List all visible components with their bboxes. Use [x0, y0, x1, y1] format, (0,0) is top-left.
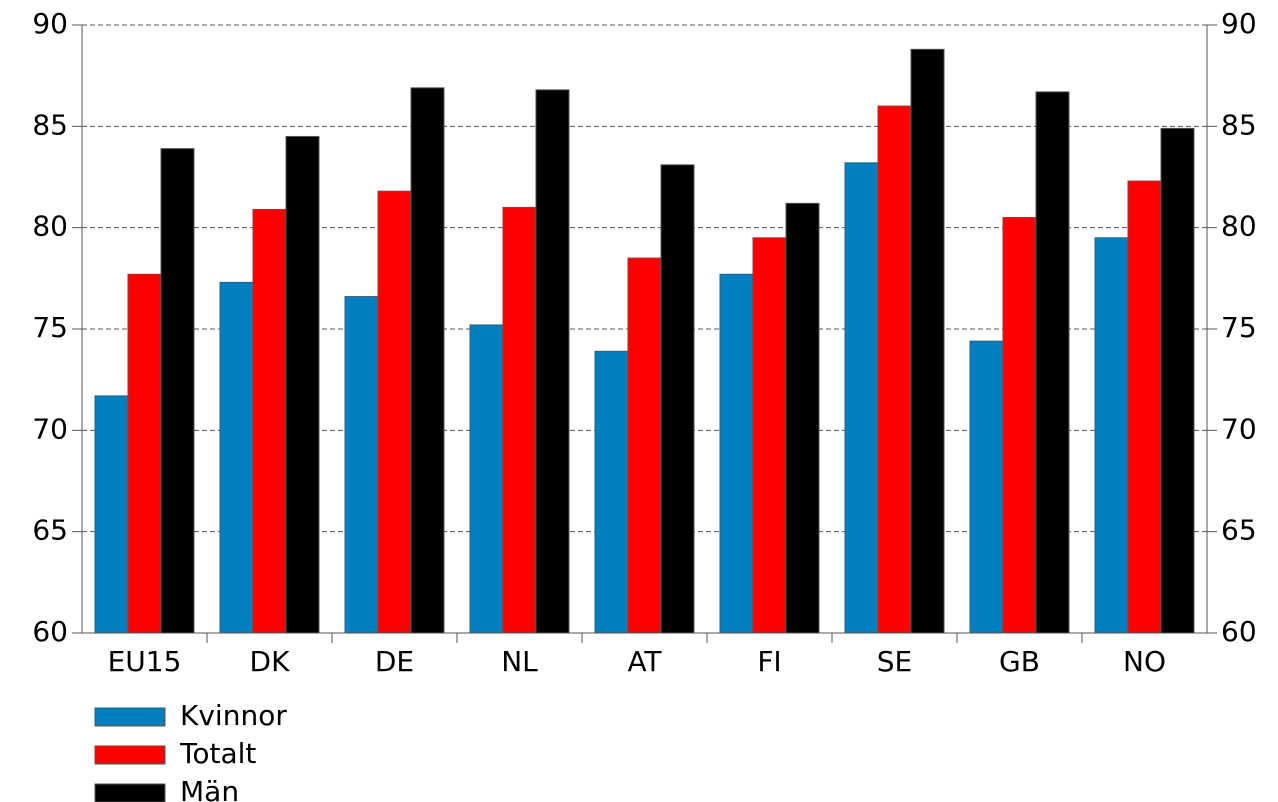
bar: [844, 162, 879, 634]
y-tick-label: 85: [32, 108, 68, 141]
x-tick-label: GB: [999, 645, 1040, 678]
x-tick-label: DE: [375, 645, 414, 678]
bar: [252, 208, 287, 634]
bar: [594, 350, 629, 634]
y2-tick-label: 65: [1221, 514, 1257, 547]
y-tick-label: 65: [32, 514, 68, 547]
bar: [1127, 180, 1162, 634]
bar: [469, 324, 504, 634]
bar: [344, 296, 379, 634]
y2-tick-label: 70: [1221, 412, 1257, 445]
y-tick-label: 70: [32, 412, 68, 445]
x-tick-label: FI: [757, 645, 781, 678]
x-tick-label: DK: [250, 645, 291, 678]
bar: [627, 257, 662, 634]
legend-swatch: [94, 745, 166, 765]
bar: [910, 48, 945, 634]
bar: [535, 89, 570, 634]
bar: [219, 281, 254, 634]
bar: [1094, 237, 1129, 634]
bar: [127, 273, 162, 634]
x-tick-label: SE: [877, 645, 912, 678]
bar: [752, 237, 787, 634]
x-tick-label: EU15: [108, 645, 182, 678]
x-tick-label: AT: [627, 645, 662, 678]
y-tick-label: 80: [32, 210, 68, 243]
y-tick-label: 90: [32, 7, 68, 40]
bar: [160, 148, 195, 634]
bar: [785, 202, 820, 634]
legend-label: Män: [180, 775, 239, 802]
x-tick-label: NO: [1123, 645, 1166, 678]
bar: [377, 190, 412, 634]
legend-swatch: [94, 783, 166, 802]
legend-swatch: [94, 707, 166, 727]
y2-tick-label: 85: [1221, 108, 1257, 141]
bar: [285, 135, 320, 634]
bar: [1035, 91, 1070, 634]
bar: [660, 164, 695, 634]
y-tick-label: 75: [32, 311, 68, 344]
bar: [1160, 127, 1195, 634]
legend-label: Kvinnor: [180, 699, 287, 732]
bar: [502, 206, 537, 634]
bar: [969, 340, 1004, 634]
legend-label: Totalt: [179, 737, 256, 770]
x-tick-label: NL: [501, 645, 538, 678]
y-tick-label: 60: [32, 615, 68, 648]
y2-tick-label: 80: [1221, 210, 1257, 243]
y2-tick-label: 60: [1221, 615, 1257, 648]
bar: [1002, 217, 1037, 634]
y2-tick-label: 90: [1221, 7, 1257, 40]
bar: [877, 105, 912, 634]
y2-tick-label: 75: [1221, 311, 1257, 344]
bar: [410, 87, 445, 634]
bar: [719, 273, 754, 634]
bar: [94, 395, 129, 634]
